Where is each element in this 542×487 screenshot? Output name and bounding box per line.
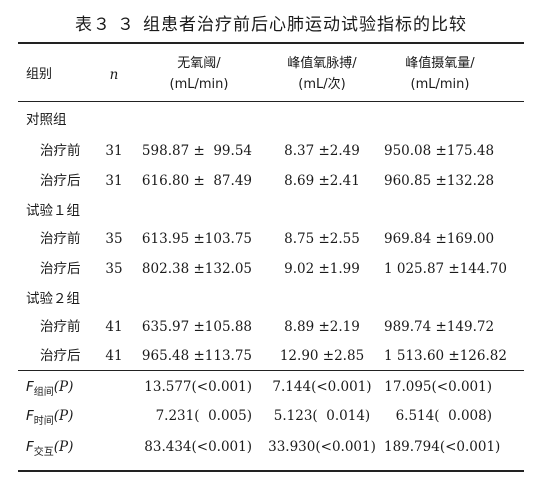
header-col4-line2: (mL/次) <box>298 77 346 92</box>
header-col5-line1: 峰值摄氧量/ <box>405 56 475 71</box>
stat-f: F <box>26 408 34 424</box>
row-value: 1 025.87 ±144.70 <box>384 261 507 277</box>
table-title-label: 表３ <box>75 15 111 35</box>
row-value: 8.75 ±2.55 <box>284 231 360 247</box>
row-n: 31 <box>105 173 123 189</box>
group-label: 试验１组 <box>26 203 80 219</box>
stat-sub: 时间 <box>33 416 54 427</box>
stat-sub: 组间 <box>33 387 54 398</box>
table-title-number: ３ <box>117 15 135 35</box>
header-col3-line2: (mL/min) <box>169 77 229 92</box>
stat-value: 33.930(<0.001) <box>268 439 376 455</box>
stat-sub: 交互 <box>33 447 54 458</box>
header-group: 组别 <box>26 67 53 82</box>
stat-value: 6.514( 0.008) <box>395 408 492 424</box>
row-value: 1 513.60 ±126.82 <box>384 348 507 364</box>
stat-p: (P) <box>53 408 74 424</box>
stat-label: F时间(P) <box>26 407 73 431</box>
header-col4-line1: 峰值氧脉搏/ <box>287 56 357 71</box>
stat-value: 17.095(<0.001) <box>384 379 492 395</box>
row-value: 613.95 ±103.75 <box>141 231 252 247</box>
row-n: 41 <box>105 319 123 335</box>
row-value: 9.02 ±1.99 <box>284 261 360 277</box>
row-value: 969.84 ±169.00 <box>384 231 495 247</box>
row-label: 治疗前 <box>40 319 81 335</box>
header-col5-line2: (mL/min) <box>410 77 470 92</box>
row-n: 35 <box>105 261 123 277</box>
stat-p: (P) <box>53 439 74 455</box>
row-value: 989.74 ±149.72 <box>384 319 495 335</box>
row-value: 8.69 ±2.41 <box>284 173 360 189</box>
row-value: 635.97 ±105.88 <box>141 319 252 335</box>
row-label: 治疗后 <box>40 261 81 277</box>
row-label: 治疗前 <box>40 231 81 247</box>
row-label: 治疗前 <box>40 143 81 159</box>
row-value: 960.85 ±132.28 <box>384 173 495 189</box>
stat-value: 83.434(<0.001) <box>144 439 252 455</box>
header-n: n <box>109 67 119 83</box>
stat-f: F <box>26 439 34 455</box>
group-label: 对照组 <box>26 112 67 128</box>
row-value: 598.87 ± 99.54 <box>141 143 252 159</box>
row-label: 治疗后 <box>40 348 81 364</box>
stat-value: 7.144(<0.001) <box>272 379 372 395</box>
row-value: 965.48 ±113.75 <box>141 348 252 364</box>
stats-rule <box>18 370 524 371</box>
row-value: 950.08 ±175.48 <box>384 143 495 159</box>
row-value: 8.89 ±2.19 <box>284 319 360 335</box>
row-label: 治疗后 <box>40 173 81 189</box>
stat-f: F <box>26 379 34 395</box>
row-n: 41 <box>105 348 123 364</box>
stat-value: 189.794(<0.001) <box>384 439 501 455</box>
stat-value: 5.123( 0.014) <box>273 408 371 424</box>
row-value: 616.80 ± 87.49 <box>141 173 252 189</box>
group-label: 试验２组 <box>26 291 80 307</box>
header-rule <box>18 101 524 102</box>
table-title: 表３ ３ 组患者治疗前后心肺运动试验指标的比较 <box>0 10 542 35</box>
table-title-text: 组患者治疗前后心肺运动试验指标的比较 <box>143 15 467 35</box>
stat-value: 7.231( 0.005) <box>155 408 252 424</box>
header-col3-line1: 无氧阈/ <box>177 56 221 71</box>
row-value: 802.38 ±132.05 <box>141 261 252 277</box>
row-n: 35 <box>105 231 123 247</box>
row-value: 12.90 ±2.85 <box>279 348 365 364</box>
stat-value: 13.577(<0.001) <box>144 379 252 395</box>
stat-label: F组间(P) <box>26 378 73 402</box>
row-n: 31 <box>105 143 123 159</box>
row-value: 8.37 ±2.49 <box>284 143 360 159</box>
stat-p: (P) <box>53 379 74 395</box>
top-rule <box>18 42 524 44</box>
stat-label: F交互(P) <box>26 438 73 462</box>
bottom-rule <box>18 470 524 472</box>
